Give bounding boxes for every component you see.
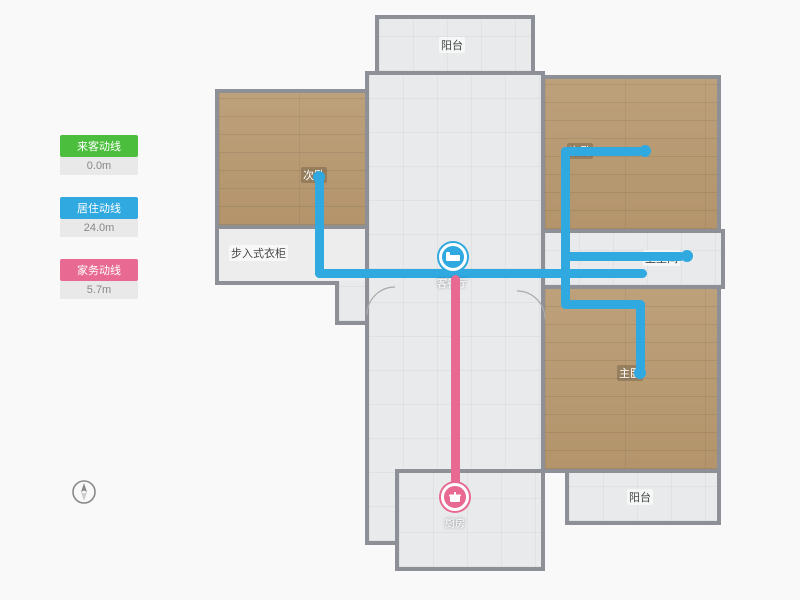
node-living-icon <box>439 243 467 271</box>
flow-blue-h-se1 <box>561 300 645 309</box>
legend-item: 来客动线 0.0m <box>60 135 138 175</box>
flow-blue-v-se2 <box>636 300 645 372</box>
room-label: 阳台 <box>627 489 653 505</box>
room-label: 阳台 <box>439 37 465 53</box>
node-label-kitchen: 厨房 <box>445 515 465 530</box>
room-bedroom-nw <box>215 89 369 229</box>
flow-blue-v-nw <box>315 175 324 278</box>
legend-label-guest: 来客动线 <box>60 135 138 157</box>
flow-endpoint <box>681 250 693 262</box>
floor-plan: 阳台 次卧 步入式衣柜 次卧 卫生间 主卧 阳台 客餐厅 <box>215 15 725 575</box>
flow-blue-h-ne <box>561 147 643 156</box>
legend-label-chores: 家务动线 <box>60 259 138 281</box>
node-kitchen-icon <box>441 483 469 511</box>
room-kitchen <box>395 469 545 571</box>
flow-endpoint <box>634 367 646 379</box>
bed-icon <box>445 249 461 265</box>
legend-value-guest: 0.0m <box>60 157 138 175</box>
flow-blue-h-main <box>315 269 647 278</box>
legend-item: 家务动线 5.7m <box>60 259 138 299</box>
legend-value-chores: 5.7m <box>60 281 138 299</box>
flow-pink-v <box>451 275 460 493</box>
legend-item: 居住动线 24.0m <box>60 197 138 237</box>
room-hall-sw <box>335 281 369 325</box>
compass-icon <box>70 478 98 506</box>
pot-icon <box>447 489 463 505</box>
flow-blue-h-bath <box>561 252 685 261</box>
legend-label-living: 居住动线 <box>60 197 138 219</box>
room-label: 步入式衣柜 <box>229 245 288 261</box>
legend-value-living: 24.0m <box>60 219 138 237</box>
flow-endpoint <box>313 171 325 183</box>
flow-endpoint <box>639 145 651 157</box>
legend: 来客动线 0.0m 居住动线 24.0m 家务动线 5.7m <box>60 135 138 321</box>
